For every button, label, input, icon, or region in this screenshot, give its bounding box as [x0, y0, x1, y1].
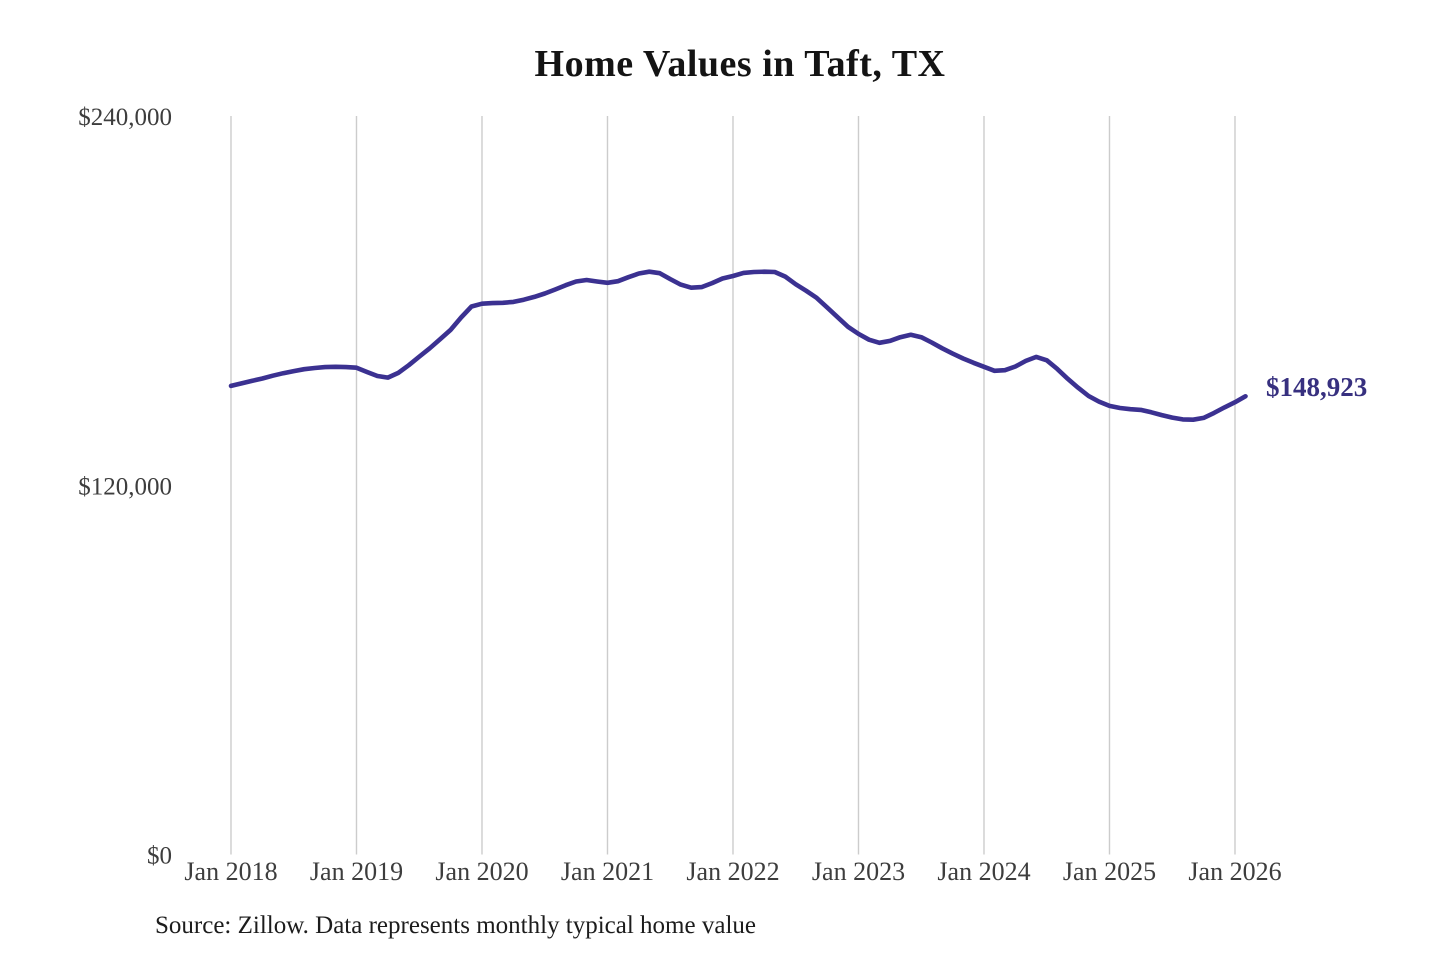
x-tick-label: Jan 2025	[1063, 857, 1156, 886]
source-note: Source: Zillow. Data represents monthly …	[155, 912, 756, 939]
y-tick-label: $120,000	[78, 473, 172, 500]
x-tick-label: Jan 2024	[937, 857, 1030, 886]
x-tick-label: Jan 2026	[1188, 857, 1281, 886]
y-tick-label: $240,000	[78, 104, 172, 131]
x-tick-label: Jan 2019	[310, 857, 403, 886]
x-tick-label: Jan 2021	[561, 857, 654, 886]
y-tick-label: $0	[147, 843, 172, 870]
chart-title: Home Values in Taft, TX	[534, 43, 946, 85]
home-value-line	[228, 269, 1248, 422]
x-tick-label: Jan 2023	[812, 857, 905, 886]
x-tick-label: Jan 2018	[184, 857, 277, 886]
x-tick-label: Jan 2022	[686, 857, 779, 886]
current-value-label: $148,923	[1266, 372, 1368, 402]
x-tick-label: Jan 2020	[435, 857, 528, 886]
